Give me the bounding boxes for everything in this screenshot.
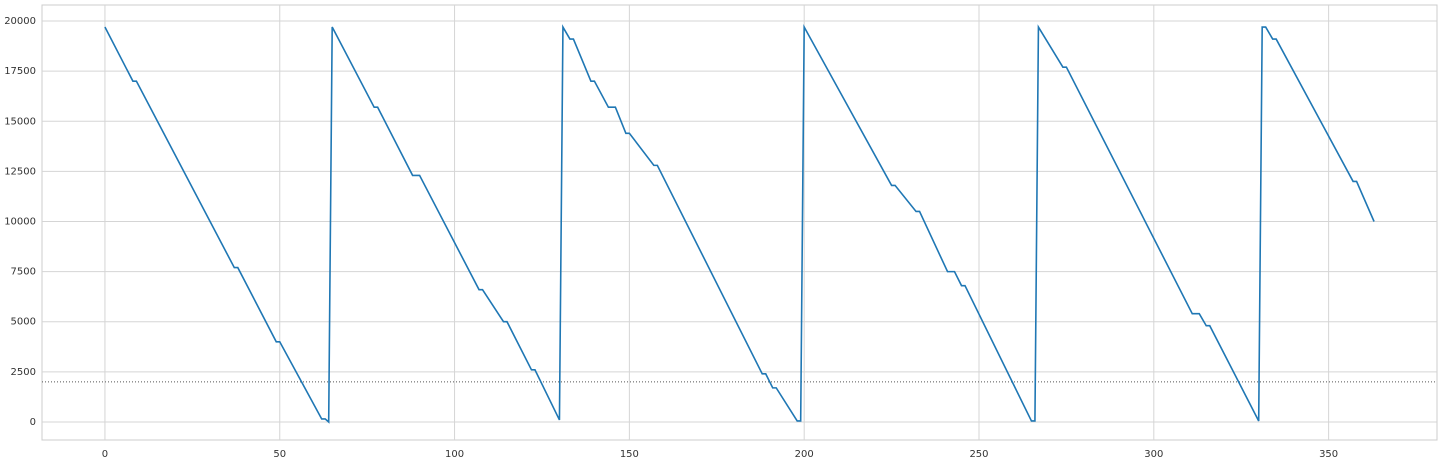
x-tick-label: 250 <box>969 449 988 460</box>
y-tick-label: 2500 <box>11 367 36 378</box>
y-tick-label: 7500 <box>11 267 36 278</box>
y-tick-label: 12500 <box>4 166 36 177</box>
y-tick-label: 17500 <box>4 66 36 77</box>
x-tick-label: 200 <box>795 449 814 460</box>
plot-frame <box>41 4 1438 441</box>
x-tick-label: 0 <box>102 449 108 460</box>
x-tick-label: 350 <box>1319 449 1338 460</box>
data-line <box>104 23 1375 424</box>
x-tick-label: 300 <box>1144 449 1163 460</box>
y-tick-label: 20000 <box>4 16 36 27</box>
x-tick-label: 150 <box>620 449 639 460</box>
x-tick-label: 100 <box>445 449 464 460</box>
x-tick-label: 50 <box>273 449 286 460</box>
y-tick-label: 10000 <box>4 216 36 227</box>
y-tick-label: 15000 <box>4 116 36 127</box>
y-tick-label: 0 <box>30 417 36 428</box>
y-tick-label: 5000 <box>11 317 36 328</box>
